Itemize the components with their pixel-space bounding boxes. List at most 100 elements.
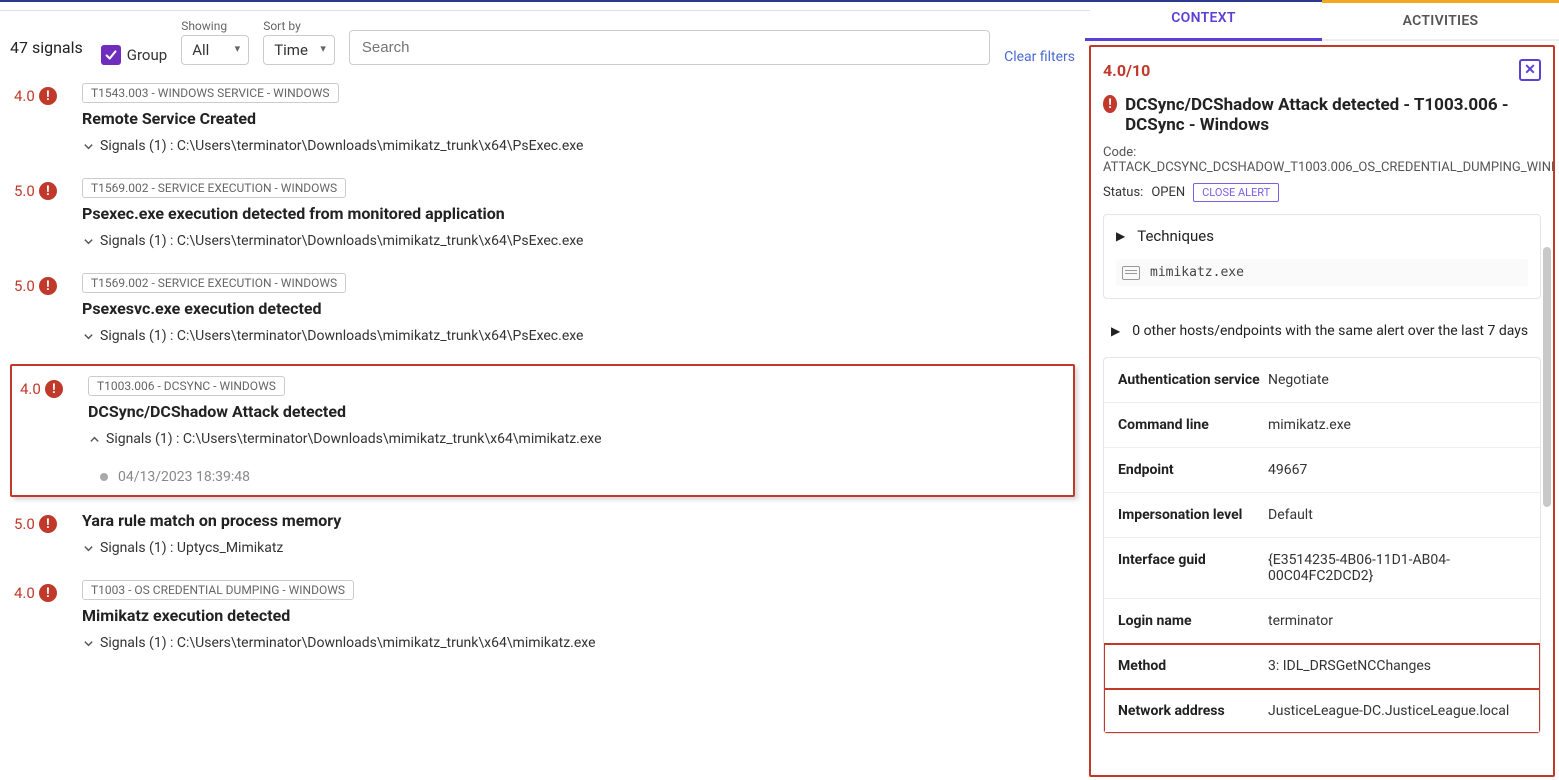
process-row[interactable]: mimikatz.exe bbox=[1116, 259, 1528, 286]
signal-expand-toggle[interactable]: Signals (1) : C:\Users\terminator\Downlo… bbox=[88, 431, 1065, 447]
signal-subtext: Signals (1) : C:\Users\terminator\Downlo… bbox=[100, 138, 583, 154]
techniques-card: ▶ Techniques mimikatz.exe bbox=[1103, 214, 1541, 299]
signal-score: 5.0 bbox=[14, 277, 35, 295]
clear-filters-link[interactable]: Clear filters bbox=[1004, 49, 1075, 65]
kv-row: Network addressJusticeLeague-DC.JusticeL… bbox=[1104, 689, 1540, 733]
scrollbar[interactable] bbox=[1543, 247, 1551, 507]
kv-key: Impersonation level bbox=[1118, 507, 1268, 523]
showing-select[interactable]: All bbox=[181, 35, 249, 65]
timeline-dot-icon bbox=[100, 473, 108, 481]
chevron-down-icon bbox=[82, 140, 94, 152]
score-column: 4.0! bbox=[14, 87, 72, 105]
score-column: 5.0! bbox=[14, 277, 72, 295]
kv-row: Command linemimikatz.exe bbox=[1104, 403, 1540, 448]
signal-row[interactable]: 5.0! Yara rule match on process memory Sig… bbox=[10, 507, 1075, 570]
kv-row: Interface guid{E3514235-4B06-11D1-AB04-0… bbox=[1104, 538, 1540, 599]
chevron-down-icon bbox=[82, 637, 94, 649]
kv-value: 3: IDL_DRSGetNCChanges bbox=[1268, 658, 1526, 674]
detail-header: 4.0/10 ✕ bbox=[1103, 59, 1541, 81]
signal-subtext: Signals (1) : C:\Users\terminator\Downlo… bbox=[100, 328, 583, 344]
chevron-down-icon bbox=[82, 330, 94, 342]
detail-score: 4.0/10 bbox=[1103, 61, 1150, 80]
kv-row: Endpoint49667 bbox=[1104, 448, 1540, 493]
process-name: mimikatz.exe bbox=[1150, 265, 1244, 280]
tab-context[interactable]: CONTEXT bbox=[1085, 0, 1322, 41]
signal-expand-toggle[interactable]: Signals (1) : Uptycs_Mimikatz bbox=[82, 540, 1071, 556]
alert-icon: ! bbox=[39, 277, 57, 295]
signal-timeline: 04/13/2023 18:39:48 bbox=[100, 469, 1069, 485]
signal-score: 4.0 bbox=[20, 380, 41, 398]
caret-right-icon: ▶ bbox=[1111, 324, 1120, 338]
main-layout: 47 signals Group Showing All Sort by Tim… bbox=[0, 0, 1559, 780]
detail-tabs: CONTEXT ACTIVITIES bbox=[1085, 0, 1559, 41]
signal-score: 4.0 bbox=[14, 87, 35, 105]
kv-key: Network address bbox=[1118, 703, 1268, 719]
signal-body: T1003 - OS CREDENTIAL DUMPING - WINDOWSM… bbox=[82, 580, 1071, 661]
detail-kv-table: Authentication serviceNegotiate Command l… bbox=[1103, 357, 1541, 734]
signal-score: 5.0 bbox=[14, 182, 35, 200]
close-detail-button[interactable]: ✕ bbox=[1519, 59, 1541, 81]
kv-value: JusticeLeague-DC.JusticeLeague.local bbox=[1268, 703, 1526, 719]
related-hosts-toggle[interactable]: ▶ 0 other hosts/endpoints with the same … bbox=[1103, 309, 1541, 353]
kv-key: Authentication service bbox=[1118, 372, 1268, 388]
sortby-select-wrap: Sort by Time bbox=[263, 19, 335, 65]
signal-body: T1569.002 - SERVICE EXECUTION - WINDOWSP… bbox=[82, 273, 1071, 354]
score-column: 4.0! bbox=[20, 380, 78, 398]
signal-expand-toggle[interactable]: Signals (1) : C:\Users\terminator\Downlo… bbox=[82, 328, 1071, 344]
chevron-up-icon bbox=[88, 433, 100, 445]
signal-row[interactable]: 4.0!T1003 - OS CREDENTIAL DUMPING - WIND… bbox=[10, 576, 1075, 665]
signal-row[interactable]: 5.0! T1569.002 - SERVICE EXECUTION - WIND… bbox=[10, 269, 1075, 358]
signal-expand-toggle[interactable]: Signals (1) : C:\Users\terminator\Downlo… bbox=[82, 635, 1071, 651]
chevron-down-icon bbox=[82, 542, 94, 554]
kv-key: Method bbox=[1118, 658, 1268, 674]
sortby-value: Time bbox=[274, 41, 308, 59]
signal-tag: T1003.006 - DCSYNC - WINDOWS bbox=[88, 376, 285, 396]
signal-row[interactable]: 4.0!T1543.003 - WINDOWS SERVICE - WINDOW… bbox=[10, 79, 1075, 168]
signal-subtext: Signals (1) : C:\Users\terminator\Downlo… bbox=[106, 431, 602, 447]
signal-expand-toggle[interactable]: Signals (1) : C:\Users\terminator\Downlo… bbox=[82, 138, 1071, 154]
showing-value: All bbox=[192, 41, 209, 59]
signal-title: Mimikatz execution detected bbox=[82, 606, 1071, 625]
signal-body: T1569.002 - SERVICE EXECUTION - WINDOWSP… bbox=[82, 178, 1071, 259]
signal-subtext: Signals (1) : C:\Users\terminator\Downlo… bbox=[100, 233, 583, 249]
score-column: 5.0! bbox=[14, 515, 72, 533]
detail-code: Code: ATTACK_DCSYNC_DCSHADOW_T1003.006_O… bbox=[1103, 145, 1541, 175]
group-checkbox[interactable] bbox=[101, 45, 121, 65]
alert-icon: ! bbox=[39, 515, 57, 533]
kv-key: Login name bbox=[1118, 613, 1268, 629]
signal-subtext: Signals (1) : Uptycs_Mimikatz bbox=[100, 540, 283, 556]
sortby-select[interactable]: Time bbox=[263, 35, 335, 65]
related-hosts-label: 0 other hosts/endpoints with the same al… bbox=[1132, 323, 1528, 339]
signals-count: 47 signals bbox=[10, 38, 83, 57]
kv-key: Endpoint bbox=[1118, 462, 1268, 478]
group-label: Group bbox=[127, 46, 167, 64]
signal-title: Psexec.exe execution detected from monit… bbox=[82, 204, 1071, 223]
search-input[interactable] bbox=[349, 30, 990, 65]
kv-value: {E3514235-4B06-11D1-AB04-00C04FC2DCD2} bbox=[1268, 552, 1526, 584]
techniques-label: Techniques bbox=[1137, 227, 1214, 245]
signal-title: Psexesvc.exe execution detected bbox=[82, 299, 1071, 318]
signal-row[interactable]: 5.0! T1569.002 - SERVICE EXECUTION - WIND… bbox=[10, 174, 1075, 263]
signals-pane: 47 signals Group Showing All Sort by Tim… bbox=[0, 0, 1085, 780]
signal-title: Yara rule match on process memory bbox=[82, 511, 1071, 530]
signals-list: 4.0!T1543.003 - WINDOWS SERVICE - WINDOW… bbox=[10, 79, 1075, 665]
status-value: OPEN bbox=[1151, 185, 1185, 200]
kv-key: Command line bbox=[1118, 417, 1268, 433]
kv-value: terminator bbox=[1268, 613, 1526, 629]
kv-value: Negotiate bbox=[1268, 372, 1526, 388]
detail-status: Status: OPEN CLOSE ALERT bbox=[1103, 183, 1541, 202]
alert-icon: ! bbox=[39, 182, 57, 200]
signals-toolbar: 47 signals Group Showing All Sort by Tim… bbox=[10, 16, 1075, 65]
group-toggle[interactable]: Group bbox=[101, 45, 167, 65]
close-alert-button[interactable]: CLOSE ALERT bbox=[1193, 183, 1279, 202]
alert-icon: ! bbox=[45, 380, 63, 398]
alert-icon: ! bbox=[1103, 95, 1117, 113]
kv-value: 49667 bbox=[1268, 462, 1526, 478]
techniques-toggle[interactable]: ▶ Techniques bbox=[1116, 227, 1528, 245]
signal-row[interactable]: 4.0! T1003.006 - DCSYNC - WINDOWSDCSync/D… bbox=[16, 372, 1069, 461]
status-label: Status: bbox=[1103, 185, 1143, 200]
kv-row: Impersonation levelDefault bbox=[1104, 493, 1540, 538]
tab-activities[interactable]: ACTIVITIES bbox=[1322, 0, 1559, 39]
signal-expand-toggle[interactable]: Signals (1) : C:\Users\terminator\Downlo… bbox=[82, 233, 1071, 249]
signal-body: T1003.006 - DCSYNC - WINDOWSDCSync/DCSha… bbox=[88, 376, 1065, 457]
